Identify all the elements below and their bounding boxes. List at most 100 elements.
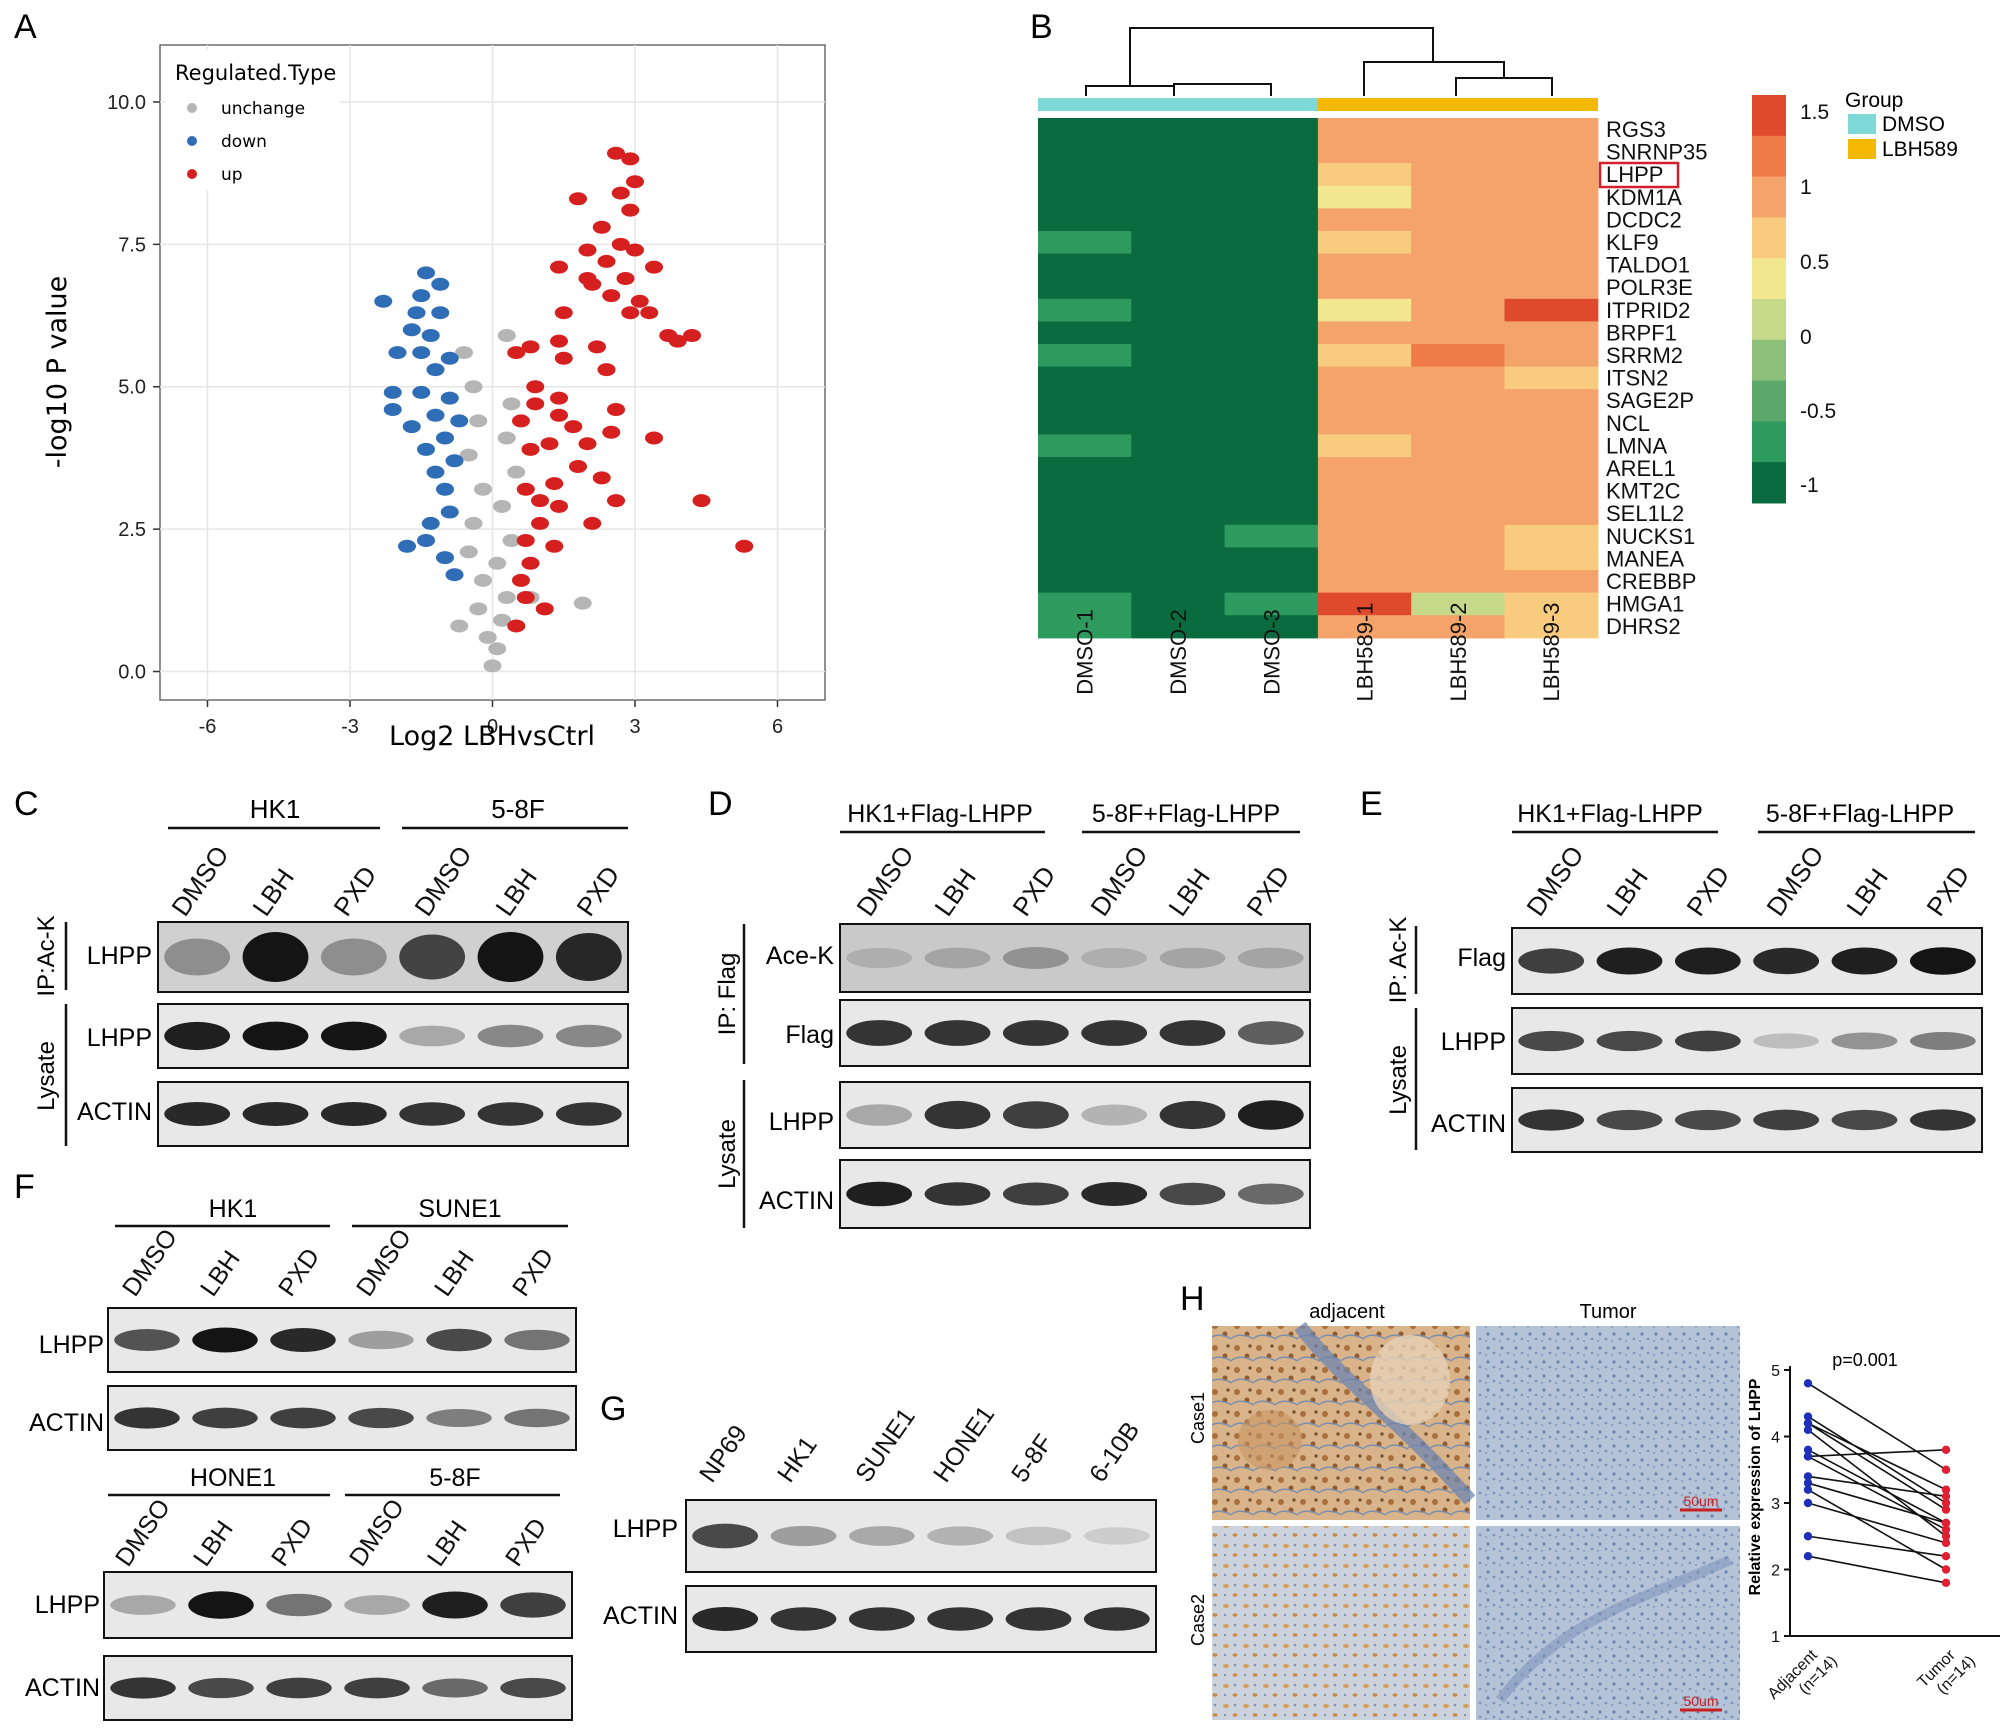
group-label-hk1: HK1 <box>250 794 301 824</box>
heatmap-cell <box>1038 411 1132 435</box>
tumor-point <box>1941 1518 1951 1528</box>
scatter-point-unchange <box>507 465 526 479</box>
heatmap-cell <box>1038 344 1132 368</box>
heatmap-cell <box>1038 140 1132 164</box>
blot-band <box>192 1407 258 1429</box>
panel-b: B RGS3SNRNP35LHPPKDM1ADCDC2KLF9TALDO1POL… <box>1030 8 1958 702</box>
scatter-point-up <box>545 539 564 553</box>
scatter-point-up <box>521 442 540 456</box>
blot-band <box>348 1330 414 1350</box>
tumor-point <box>1941 1532 1951 1541</box>
scatter-point-unchange <box>493 499 511 513</box>
scatter-point-down <box>412 346 431 360</box>
blot-band <box>1518 948 1585 974</box>
blot-band <box>1674 947 1741 975</box>
blot-label-flag: Flag <box>1457 944 1506 972</box>
gene-label: POLR3E <box>1606 275 1693 300</box>
scatter-point-down <box>436 431 454 445</box>
blot-band <box>320 1021 387 1051</box>
heatmap-cell <box>1131 118 1226 142</box>
heatmap-cell <box>1504 502 1599 526</box>
scatter-point-unchange <box>459 448 478 462</box>
heatmap-cell <box>1131 524 1226 548</box>
blot-membrane <box>107 1385 577 1451</box>
heatmap-cell <box>1224 231 1319 255</box>
blot-band <box>399 934 466 980</box>
heatmap-cell <box>1224 547 1319 571</box>
blot-band <box>924 947 991 969</box>
heatmap-cell <box>1038 479 1132 503</box>
lane-label: PXD <box>1240 860 1295 921</box>
blot-band <box>1753 1109 1820 1131</box>
blots <box>1511 927 1983 1153</box>
adjacent-point <box>1803 1452 1813 1461</box>
scatter-point-up <box>592 220 611 234</box>
scatter-point-up <box>583 277 602 291</box>
scatter-point-down <box>436 482 454 496</box>
pair-line <box>1807 1382 1947 1471</box>
blot-band <box>399 1102 466 1126</box>
group-label-5-8f: 5-8F <box>429 1464 480 1492</box>
tumor-point <box>1941 1552 1951 1561</box>
heatmap-cell <box>1411 276 1506 300</box>
heatmap-cell <box>1504 524 1599 548</box>
heatmap-cell <box>1317 457 1412 481</box>
heatmap-cell <box>1317 298 1412 322</box>
column-title-adjacent: adjacent <box>1309 1301 1385 1323</box>
heatmap-cell <box>1038 366 1132 390</box>
scatter-point-up <box>550 391 568 405</box>
blot-band <box>1831 1032 1898 1050</box>
gene-label: KMT2C <box>1606 479 1681 504</box>
scatter-point-down <box>440 351 459 365</box>
heatmap-cell <box>1131 457 1226 481</box>
scale-label: -1 <box>1800 474 1819 497</box>
lane-label: LBH <box>188 1516 239 1572</box>
lane-label: DMSO <box>1520 840 1589 921</box>
blot-membrane <box>157 1081 629 1147</box>
lane-label: HK1 <box>772 1432 823 1488</box>
scatter-point-down <box>383 385 402 399</box>
lane-label: DMSO <box>850 840 919 921</box>
heatmap-cell <box>1504 366 1599 390</box>
scatter-point-down <box>417 534 435 548</box>
legend-label-unchange: unchange <box>221 99 305 119</box>
gene-label: SEL1L2 <box>1606 501 1684 526</box>
heatmap-cell <box>1504 389 1599 413</box>
blot-band <box>344 1677 410 1699</box>
gene-label: NUCKS1 <box>1606 524 1695 549</box>
blot-band <box>1237 1183 1304 1205</box>
scatter-point-unchange <box>469 602 488 616</box>
x-tick-label: -3 <box>341 716 359 738</box>
heatmap-cell <box>1224 502 1319 526</box>
heatmap-cell <box>1224 163 1319 187</box>
scatter-point-unchange <box>474 482 492 496</box>
heatmap-cell <box>1131 276 1226 300</box>
blot-band <box>1909 1109 1976 1131</box>
scatter-point-down <box>417 442 435 456</box>
scatter-point-unchange <box>455 346 473 360</box>
blot-band <box>1159 1100 1226 1130</box>
scale-swatch <box>1752 421 1786 463</box>
heatmap-cell <box>1317 411 1412 435</box>
heatmap-cell <box>1504 163 1599 187</box>
heatmap-cell <box>1411 344 1506 368</box>
scatter-point-unchange <box>478 630 497 644</box>
y-tick-label: 5 <box>1771 1363 1780 1380</box>
blot-band <box>192 1327 258 1353</box>
blot-band <box>1002 1182 1069 1206</box>
side-label-ip-ack: IP: Ac-K <box>1385 917 1412 1004</box>
color-scale: 1.5 1 0.5 0 -0.5 -1 <box>1752 95 1836 504</box>
gene-label: HMGA1 <box>1606 592 1684 617</box>
scatter-point-down <box>402 323 421 337</box>
lane-label: LBH <box>429 1246 480 1302</box>
lane-label: LBH <box>422 1516 473 1572</box>
blot-label-lhpp: LHPP <box>613 1515 678 1543</box>
blot-band <box>114 1329 180 1351</box>
heatmap-cell <box>1038 524 1132 548</box>
scale-bar-label: 50um <box>1683 1493 1718 1509</box>
blot-band <box>1159 947 1226 969</box>
heatmap-cell <box>1317 231 1412 255</box>
blot-band <box>242 1102 309 1126</box>
panel-c: C HK1 5-8F DMSO LBH PXD DMSO LBH PXD LHPP LHP… <box>14 785 629 1147</box>
heatmap-cell <box>1317 502 1412 526</box>
